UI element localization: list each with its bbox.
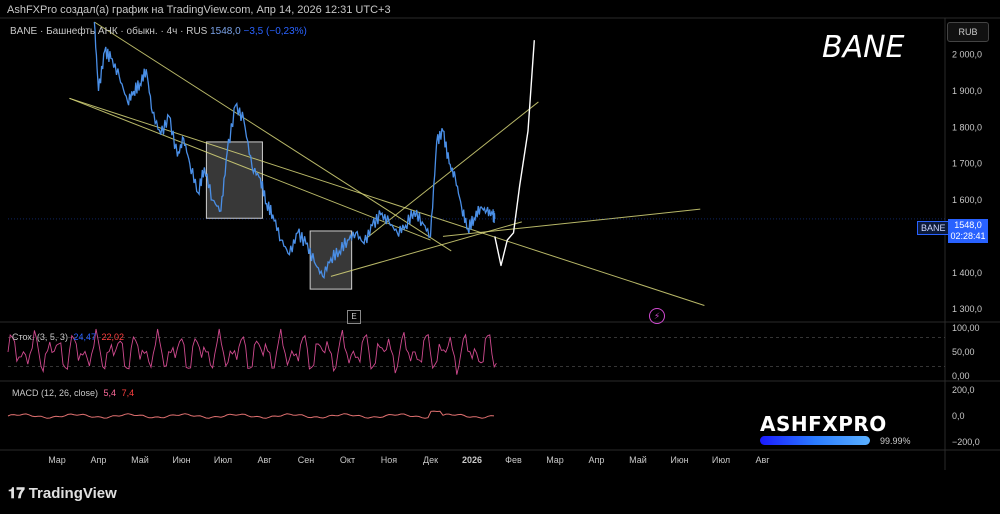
consolidation-box (205, 141, 263, 219)
stoch-tick-label: 100,00 (952, 323, 980, 333)
y-tick-label: 2 000,0 (952, 50, 982, 60)
symbol-info: BANE · Башнефть АНК · обыкн. · 4ч · RUS (10, 26, 208, 37)
trendline (442, 208, 701, 237)
currency-button[interactable]: RUB (947, 22, 989, 42)
stoch-d: 22,02 (101, 332, 125, 342)
x-tick-label: Июл (214, 455, 232, 465)
y-tick-label: 1 400,0 (952, 268, 982, 278)
x-tick-label: Июн (670, 455, 688, 465)
macd-legend: MACD (12, 26, close) 5,4 7,4 (12, 388, 134, 398)
y-tick-label: 1 600,0 (952, 195, 982, 205)
stoch-tick-label: 0,00 (952, 371, 970, 381)
macd-tick-label: 200,0 (952, 385, 975, 395)
x-tick-label: Мар (546, 455, 564, 465)
symbol-legend: BANE · Башнефть АНК · обыкн. · 4ч · RUS … (10, 26, 307, 37)
x-tick-label: Апр (589, 455, 605, 465)
x-tick-label: Май (629, 455, 647, 465)
chart-header: AshFXPro создал(а) график на TradingView… (7, 4, 391, 16)
price-series-line (93, 21, 496, 280)
x-tick-label: Сен (298, 455, 315, 465)
macd-label: MACD (12, 26, close) (12, 388, 99, 398)
projection-line (494, 40, 535, 267)
x-tick-label: Ноя (381, 455, 398, 465)
stoch-line (7, 328, 497, 375)
tradingview-logo[interactable]: 𝟏𝟕 TradingView (8, 485, 117, 502)
macd-v1: 5,4 (103, 388, 117, 398)
x-tick-label: Май (131, 455, 149, 465)
x-tick-label: Фев (505, 455, 522, 465)
stoch-tick-label: 50,00 (952, 347, 975, 357)
macd-v2: 7,4 (121, 388, 135, 398)
trendline (94, 21, 452, 252)
price-change: −3,5 (−0,23%) (243, 26, 307, 37)
stoch-legend: Стох. (3, 5, 3) 24,47 22,02 (12, 332, 124, 342)
x-tick-label: Дек (423, 455, 438, 465)
stoch-label: Стох. (3, 5, 3) (12, 332, 68, 342)
x-tick-label: Июл (712, 455, 730, 465)
event-bolt-icon[interactable]: ⚡ (649, 308, 665, 324)
macd-line (7, 410, 495, 419)
earnings-marker[interactable]: E (347, 310, 361, 324)
ticker-annotation: BANE (822, 30, 905, 65)
x-tick-label: Окт (340, 455, 355, 465)
x-tick-label: Июн (172, 455, 190, 465)
macd-tick-label: −200,0 (952, 437, 980, 447)
x-tick-label: Авг (257, 455, 272, 465)
y-tick-label: 1 700,0 (952, 159, 982, 169)
x-tick-label: 2026 (462, 455, 482, 465)
price-label-box: 1548,0 02:28:41 (948, 219, 988, 243)
y-tick-label: 1 300,0 (952, 304, 982, 314)
y-tick-label: 1 900,0 (952, 86, 982, 96)
watermark-progress-bar (760, 436, 870, 445)
macd-tick-label: 0,0 (952, 411, 965, 421)
last-price: 1548,0 (210, 26, 241, 37)
trendline (69, 97, 431, 241)
x-tick-label: Апр (91, 455, 107, 465)
watermark-pct: 99.99% (880, 436, 911, 446)
watermark-name: ASHFXPRO (760, 412, 887, 436)
x-tick-label: Мар (48, 455, 66, 465)
trendline (69, 97, 705, 306)
price-label-value: 1548,0 (954, 220, 982, 230)
price-label-countdown: 02:28:41 (950, 231, 986, 241)
x-tick-label: Авг (755, 455, 770, 465)
tradingview-name: TradingView (28, 485, 117, 502)
y-tick-label: 1 800,0 (952, 122, 982, 132)
stoch-k: 24,47 (73, 332, 96, 342)
tradingview-icon: 𝟏𝟕 (8, 485, 25, 502)
price-label-symbol: BANE (917, 221, 950, 235)
